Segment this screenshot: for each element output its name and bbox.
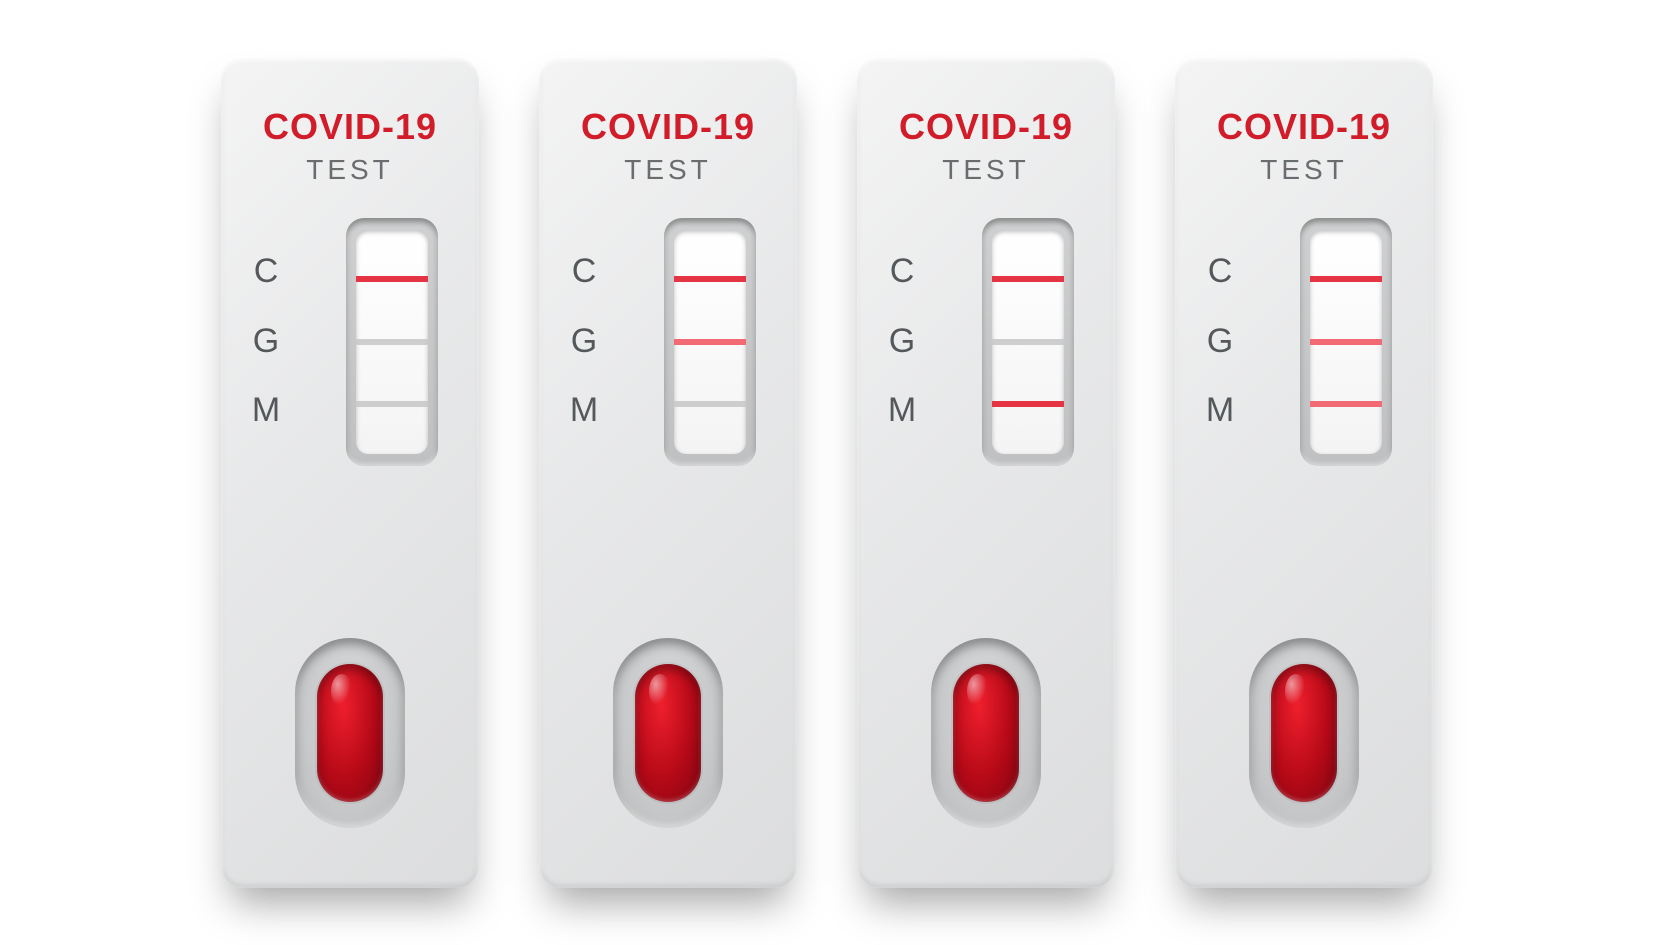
blood-sample-icon — [953, 664, 1019, 802]
sample-well — [931, 638, 1041, 828]
lane-label-c: C — [246, 252, 286, 291]
test-cassette: COVID-19 TEST CGM — [221, 58, 479, 888]
lane-labels: CGM — [1129, 218, 1258, 466]
lane-label-g: G — [882, 322, 922, 361]
lane-label-m: M — [246, 391, 286, 430]
lane-labels: CGM — [175, 218, 304, 466]
test-strip — [674, 230, 746, 454]
result-window — [664, 218, 756, 466]
cassette-subtitle: TEST — [539, 154, 797, 186]
sample-well — [295, 638, 405, 828]
lane-labels: CGM — [811, 218, 940, 466]
blood-sample-icon — [635, 664, 701, 802]
lane-label-m: M — [564, 391, 604, 430]
result-band-m — [1310, 401, 1382, 407]
test-cassette: COVID-19 TEST CGM — [857, 58, 1115, 888]
cassette-title: COVID-19 — [857, 106, 1115, 148]
blood-sample-icon — [1271, 664, 1337, 802]
cassette-title: COVID-19 — [1175, 106, 1433, 148]
lane-label-c: C — [882, 252, 922, 291]
result-band-c — [992, 276, 1064, 282]
result-band-m — [356, 401, 428, 407]
cassette-subtitle: TEST — [1175, 154, 1433, 186]
result-band-g — [992, 339, 1064, 345]
lane-label-m: M — [1200, 391, 1240, 430]
test-cassette: COVID-19 TEST CGM — [1175, 58, 1433, 888]
stage: COVID-19TESTCGMCOVID-19TESTCGMCOVID-19TE… — [0, 0, 1654, 945]
result-band-c — [674, 276, 746, 282]
result-band-c — [1310, 276, 1382, 282]
cassette-title: COVID-19 — [539, 106, 797, 148]
blood-sample-icon — [317, 664, 383, 802]
test-cassette: COVID-19 TEST CGM — [539, 58, 797, 888]
lane-label-g: G — [1200, 322, 1240, 361]
lane-labels: CGM — [493, 218, 622, 466]
test-strip — [992, 230, 1064, 454]
result-band-g — [674, 339, 746, 345]
result-band-c — [356, 276, 428, 282]
lane-label-g: G — [246, 322, 286, 361]
lane-label-c: C — [564, 252, 604, 291]
result-window — [982, 218, 1074, 466]
test-strip — [1310, 230, 1382, 454]
result-band-m — [992, 401, 1064, 407]
cassette-subtitle: TEST — [221, 154, 479, 186]
test-strip — [356, 230, 428, 454]
result-window — [346, 218, 438, 466]
lane-label-g: G — [564, 322, 604, 361]
result-window — [1300, 218, 1392, 466]
lane-label-m: M — [882, 391, 922, 430]
sample-well — [613, 638, 723, 828]
sample-well — [1249, 638, 1359, 828]
cassette-title: COVID-19 — [221, 106, 479, 148]
result-band-m — [674, 401, 746, 407]
result-band-g — [1310, 339, 1382, 345]
result-band-g — [356, 339, 428, 345]
lane-label-c: C — [1200, 252, 1240, 291]
cassette-subtitle: TEST — [857, 154, 1115, 186]
